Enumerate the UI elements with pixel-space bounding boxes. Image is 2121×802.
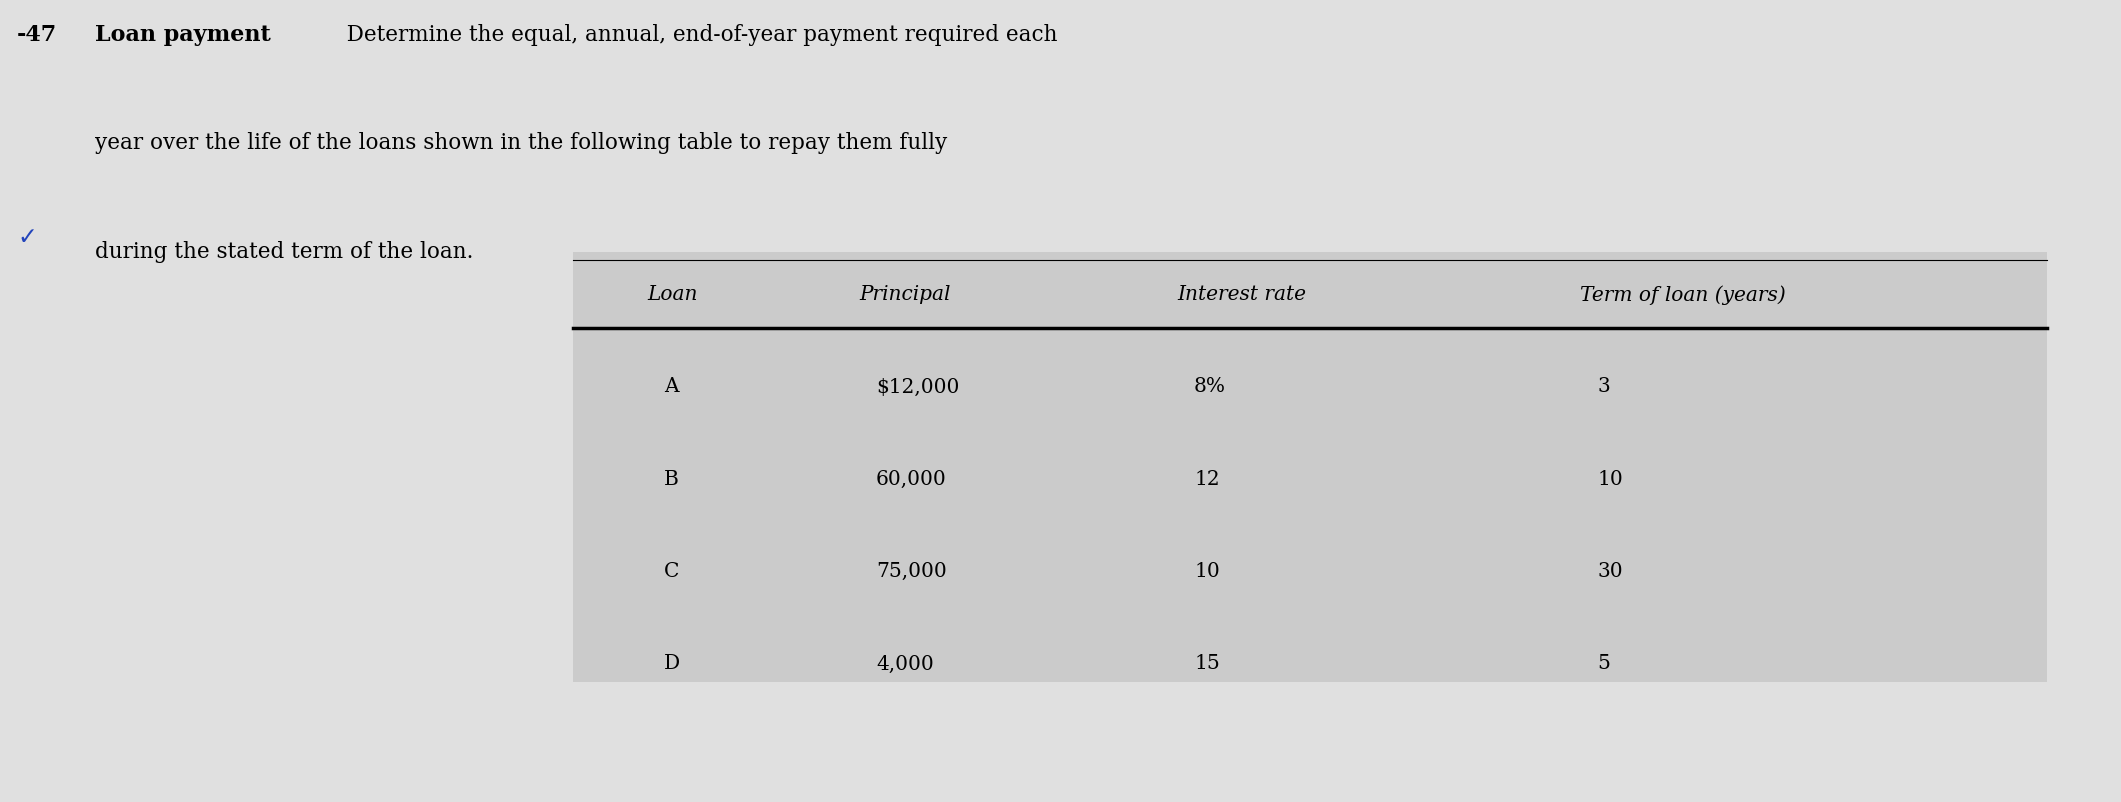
Text: 5: 5 bbox=[1597, 654, 1610, 673]
Text: Loan payment: Loan payment bbox=[95, 24, 271, 46]
Text: 10: 10 bbox=[1597, 469, 1623, 488]
Text: -47: -47 bbox=[17, 24, 57, 46]
FancyBboxPatch shape bbox=[573, 253, 2047, 682]
Text: during the stated term of the loan.: during the stated term of the loan. bbox=[95, 241, 473, 262]
Text: B: B bbox=[664, 469, 679, 488]
Text: 75,000: 75,000 bbox=[876, 561, 946, 581]
Text: 30: 30 bbox=[1597, 561, 1623, 581]
Text: Term of loan (years): Term of loan (years) bbox=[1580, 285, 1786, 304]
Text: $12,000: $12,000 bbox=[876, 377, 959, 396]
Text: Principal: Principal bbox=[859, 285, 950, 304]
Text: year over the life of the loans shown in the following table to repay them fully: year over the life of the loans shown in… bbox=[95, 132, 948, 154]
Text: 4,000: 4,000 bbox=[876, 654, 933, 673]
Text: 8%: 8% bbox=[1194, 377, 1226, 396]
Text: Loan: Loan bbox=[647, 285, 698, 304]
Text: A: A bbox=[664, 377, 679, 396]
Text: 12: 12 bbox=[1194, 469, 1220, 488]
Text: 60,000: 60,000 bbox=[876, 469, 946, 488]
Text: 15: 15 bbox=[1194, 654, 1220, 673]
Text: 3: 3 bbox=[1597, 377, 1610, 396]
Text: 10: 10 bbox=[1194, 561, 1220, 581]
Text: Interest rate: Interest rate bbox=[1177, 285, 1307, 304]
Text: D: D bbox=[664, 654, 681, 673]
Text: C: C bbox=[664, 561, 679, 581]
Text: ✓: ✓ bbox=[17, 225, 36, 249]
Text: Determine the equal, annual, end-of-year payment required each: Determine the equal, annual, end-of-year… bbox=[333, 24, 1058, 46]
